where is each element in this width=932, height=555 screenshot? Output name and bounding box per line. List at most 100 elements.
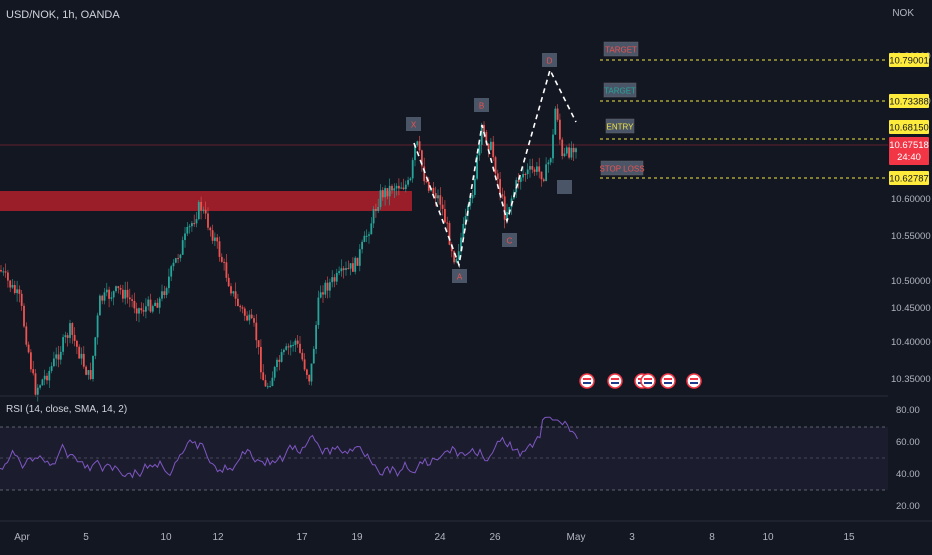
candle-body [99, 295, 101, 316]
candle-body [414, 145, 416, 161]
candle-body [487, 143, 490, 150]
svg-text:24:40: 24:40 [897, 152, 921, 163]
candle-body [480, 124, 483, 145]
candle-body [66, 335, 69, 338]
candle-body [400, 187, 403, 189]
candle-body [326, 282, 329, 291]
svg-text:10.73388: 10.73388 [889, 97, 929, 108]
candle-body [163, 291, 166, 295]
candle-body [269, 386, 271, 388]
candle-body [92, 355, 94, 379]
candle-body [398, 185, 400, 189]
pattern-point-c: C [502, 233, 517, 247]
candle-body [239, 305, 242, 308]
candle-body [48, 370, 51, 381]
candle-body [64, 335, 67, 338]
candle-body [294, 340, 297, 345]
candle-body [216, 237, 219, 242]
rsi-tick-label: 20.00 [896, 501, 920, 512]
candle-body [393, 188, 396, 191]
candle-body [457, 251, 460, 260]
us-flag-icon[interactable] [660, 373, 676, 389]
us-flag-icon[interactable] [579, 373, 595, 389]
candle-body [34, 373, 37, 395]
candle-body [395, 185, 398, 189]
svg-text:10.62787: 10.62787 [889, 174, 929, 185]
candle-body [9, 280, 12, 288]
us-flag-icon[interactable] [686, 373, 702, 389]
price-tick-label: 10.60000 [891, 194, 931, 205]
candle-body [161, 291, 163, 299]
time-axis[interactable]: Apr 5 10 12 17 19 24 26 May 3 8 10 15 [14, 532, 855, 543]
candle-body [165, 288, 168, 295]
candle-body [186, 227, 189, 234]
candle-body [151, 306, 154, 312]
candle-body [418, 141, 421, 151]
candle-body [2, 271, 5, 273]
stop-price-tag: 10.62787 [889, 171, 929, 185]
candle-body [423, 166, 426, 182]
candle-body [4, 271, 7, 273]
candle-body [485, 132, 488, 144]
candle-body [568, 147, 570, 158]
rsi-band [0, 427, 888, 490]
candle-body [494, 157, 497, 174]
candle-body [11, 285, 14, 288]
candle-body [552, 134, 554, 159]
candle-body [202, 209, 205, 211]
time-tick-label: 3 [629, 532, 635, 543]
candle-body [526, 169, 529, 175]
candle-body [71, 323, 74, 335]
candle-body [39, 385, 41, 388]
candle-body [425, 181, 428, 183]
candle-body [547, 162, 550, 165]
candle-body [110, 297, 113, 299]
price-tick-label: 10.50000 [891, 276, 931, 287]
candle-body [370, 223, 373, 235]
harmonic-pattern-lines [413, 67, 577, 269]
rsi-title[interactable]: RSI (14, close, SMA, 14, 2) [6, 404, 128, 415]
candle-body [115, 286, 117, 292]
candle-body [310, 363, 313, 382]
candle-body [340, 268, 343, 272]
candle-body [531, 166, 534, 170]
rsi-tick-label: 60.00 [896, 437, 920, 448]
us-flag-icon[interactable] [640, 373, 656, 389]
rsi-axis[interactable]: 80.00 60.00 40.00 20.00 [896, 405, 920, 512]
candle-body [303, 359, 306, 370]
candle-body [16, 289, 18, 294]
candle-body [145, 306, 147, 312]
candle-body [103, 292, 106, 301]
candle-body [181, 240, 184, 255]
candle-body [273, 367, 276, 378]
time-tick-label: 10 [762, 532, 774, 543]
candle-body [195, 219, 198, 224]
candle-body [128, 297, 131, 300]
time-tick-label: 15 [843, 532, 855, 543]
candle-body [409, 178, 412, 181]
candle-body [572, 147, 575, 153]
symbol-label[interactable]: USD/NOK, 1h, OANDA [6, 9, 120, 21]
svg-text:B: B [479, 102, 484, 111]
candle-body [439, 195, 442, 205]
candle-body [50, 366, 53, 371]
candle-body [460, 237, 462, 252]
price-tick-label: 10.45000 [891, 303, 931, 314]
time-tick-label: 26 [489, 532, 501, 543]
candle-body [108, 289, 110, 299]
candle-body [501, 194, 504, 197]
candle-body [469, 198, 472, 206]
candle-body [140, 308, 143, 311]
candle-body [536, 166, 538, 172]
candle-body [149, 299, 152, 312]
candle-body [76, 340, 78, 347]
us-flag-icon[interactable] [607, 373, 623, 389]
candle-body [101, 295, 104, 301]
candle-body [561, 139, 564, 156]
candle-body [347, 268, 350, 270]
time-tick-label: 24 [434, 532, 446, 543]
economic-events[interactable] [579, 373, 702, 389]
candle-body [338, 271, 340, 273]
